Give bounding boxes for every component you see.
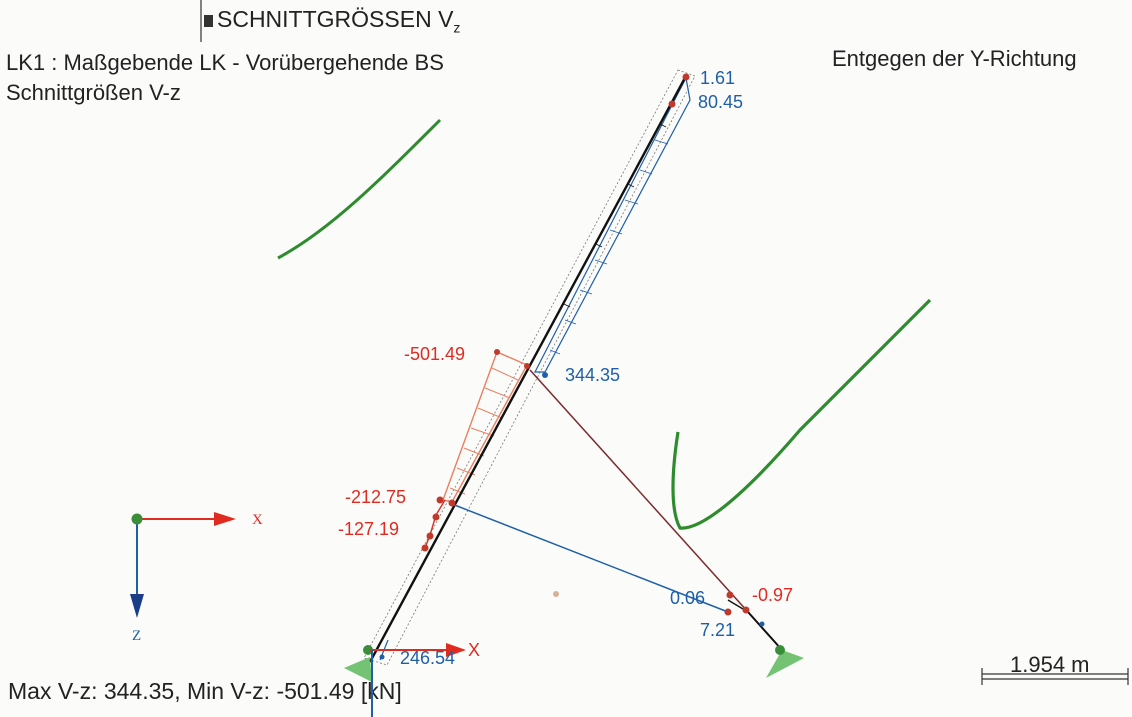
support-leg [747, 611, 783, 651]
node-lower-1 [436, 496, 444, 504]
negative-shear-outline [442, 351, 528, 503]
extremes-summary: Max V-z: 344.35, Min V-z: -501.49 [kN] [8, 678, 402, 704]
value-top-lower: 80.45 [698, 92, 743, 112]
scale-bar [981, 668, 1129, 685]
value-right-blue-1: 0.06 [670, 588, 705, 608]
column-member [368, 75, 688, 663]
title-subscript: z [453, 19, 461, 36]
node-marker-icon [204, 14, 213, 27]
node-lower-2 [448, 499, 456, 507]
result-nodes [379, 73, 765, 660]
x-axis-label: X [252, 512, 263, 528]
value-base: 246.54 [400, 648, 455, 668]
left-support-hinge-icon [363, 645, 373, 655]
node-mid-blue [542, 372, 548, 378]
node-lower-3 [432, 513, 440, 521]
node-right-4 [759, 621, 765, 627]
left-support-icon [344, 657, 372, 682]
value-max-shear: 344.35 [565, 365, 620, 385]
value-min-shear: -501.49 [404, 344, 465, 364]
load-case-label: LK1 : Maßgebende LK - Vorübergehende BS [6, 50, 444, 75]
value-top-upper: 1.61 [700, 68, 735, 88]
view-direction-label: Entgegen der Y-Richtung [832, 46, 1077, 71]
annotation-stroke-left [277, 118, 442, 260]
node-mid-red [494, 349, 500, 355]
tie-member [451, 503, 729, 613]
node-mid-red-2 [524, 363, 530, 369]
value-right-blue-2: 7.21 [700, 620, 735, 640]
node-top [682, 73, 690, 81]
z-axis-label: Z [132, 628, 141, 644]
diagram-title: SCHNITTGRÖSSEN Vz [204, 6, 460, 36]
node-lower-4 [426, 532, 434, 540]
negative-shear-lower-outline [424, 499, 446, 549]
node-right-3 [742, 606, 750, 614]
node-top-2 [668, 100, 676, 108]
value-right-red: -0.97 [752, 585, 793, 605]
positive-shear-outline-upper [534, 76, 691, 373]
value-lower-red-2: -127.19 [338, 519, 399, 539]
positive-shear-hatching [549, 139, 669, 355]
right-support-icon [766, 650, 804, 678]
node-right-1 [726, 591, 734, 599]
value-lower-red-1: -212.75 [345, 487, 406, 507]
section-outline [363, 69, 696, 666]
x-axis-arrow-icon [214, 512, 236, 526]
column-division-ticks [563, 123, 667, 308]
z-axis-arrow-icon [130, 594, 144, 618]
inclined-strut [529, 369, 749, 613]
annotation-checkmark [671, 298, 932, 530]
local-x-label: X [468, 640, 480, 660]
global-axes: X Z [130, 512, 263, 644]
scale-bar-label: 1.954 m [1010, 652, 1090, 677]
node-right-2 [724, 608, 732, 616]
node-lower-5 [421, 544, 429, 552]
node-base [379, 654, 385, 660]
title-text: SCHNITTGRÖSSEN V [217, 6, 454, 32]
stray-mark [553, 591, 559, 597]
axis-origin-icon [131, 513, 143, 525]
result-type-label: Schnittgrößen V-z [6, 80, 181, 105]
local-x-arrow-icon [446, 643, 466, 657]
right-support-hinge-icon [775, 645, 785, 655]
